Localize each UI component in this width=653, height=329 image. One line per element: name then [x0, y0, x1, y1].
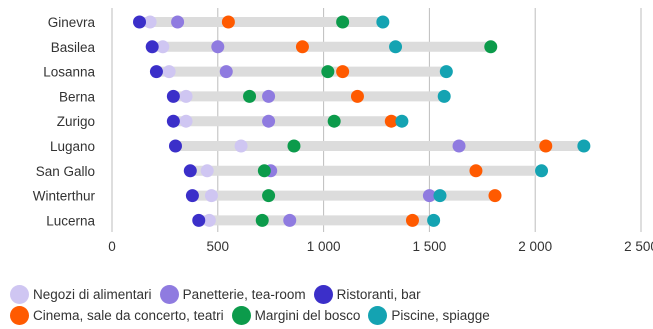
- data-point: [405, 213, 419, 227]
- legend-swatch: [313, 285, 333, 304]
- data-point: [143, 15, 157, 29]
- data-point: [283, 213, 297, 227]
- data-point: [469, 164, 483, 178]
- data-point: [185, 189, 199, 203]
- data-point: [336, 15, 350, 29]
- category-label: Zurigo: [57, 114, 95, 129]
- data-point: [539, 139, 553, 153]
- data-point: [535, 164, 549, 178]
- category-label: Lucerna: [46, 213, 95, 228]
- legend-item: Piscine, spiagge: [368, 305, 490, 326]
- data-point: [488, 189, 502, 203]
- data-point: [202, 213, 216, 227]
- data-point: [204, 189, 218, 203]
- data-point: [295, 40, 309, 54]
- data-point: [211, 40, 225, 54]
- legend: Negozi di alimentari Panetterie, tea-room…: [10, 284, 650, 326]
- data-point: [336, 65, 350, 79]
- category-label: Berna: [59, 89, 96, 104]
- data-point: [221, 15, 235, 29]
- legend-item: Ristoranti, bar: [313, 284, 421, 305]
- chart-plot-area: Ginevra Basilea Losanna Berna Zurigo Lugano Sa…: [33, 8, 653, 254]
- legend-label: Panetterie, tea-room: [182, 287, 306, 302]
- data-point: [166, 114, 180, 128]
- x-tick-label: 0: [108, 239, 116, 254]
- data-point: [262, 114, 276, 128]
- data-point: [389, 40, 403, 54]
- data-point: [376, 15, 390, 29]
- data-point: [234, 139, 248, 153]
- data-point: [452, 139, 466, 153]
- legend-item: Negozi di alimentari: [10, 284, 152, 305]
- data-point: [427, 213, 441, 227]
- data-point: [179, 89, 193, 103]
- legend-swatch: [368, 306, 388, 325]
- data-point: [422, 189, 436, 203]
- data-point: [287, 139, 301, 153]
- data-point: [262, 89, 276, 103]
- legend-item: Panetterie, tea-room: [159, 284, 306, 305]
- data-point: [179, 114, 193, 128]
- data-point: [321, 65, 335, 79]
- data-point: [350, 89, 364, 103]
- data-point: [439, 65, 453, 79]
- data-point: [145, 40, 159, 54]
- data-point: [577, 139, 591, 153]
- legend-label: Cinema, sale da concerto, teatri: [33, 308, 224, 323]
- data-point: [149, 65, 163, 79]
- data-point: [433, 189, 447, 203]
- x-tick-label: 1 000: [307, 239, 341, 254]
- data-point: [171, 15, 185, 29]
- legend-label: Negozi di alimentari: [33, 287, 152, 302]
- data-point: [257, 164, 271, 178]
- x-tick-label: 2 500: [624, 239, 653, 254]
- legend-label: Margini del bosco: [254, 308, 361, 323]
- data-point: [327, 114, 341, 128]
- category-labels: Ginevra Basilea Losanna Berna Zurigo Lugano Sa…: [33, 15, 96, 228]
- category-label: Basilea: [51, 40, 96, 55]
- range-bars: [139, 17, 584, 226]
- data-point: [395, 114, 409, 128]
- data-point: [133, 15, 147, 29]
- data-point: [156, 40, 170, 54]
- data-point: [183, 164, 197, 178]
- category-label: Losanna: [43, 65, 95, 80]
- category-label: Lugano: [50, 139, 95, 154]
- data-point: [166, 89, 180, 103]
- data-point: [484, 40, 498, 54]
- data-point: [219, 65, 233, 79]
- data-point: [384, 114, 398, 128]
- x-axis-ticks: 0 500 1 000 1 500 2 000 2 500: [108, 239, 653, 254]
- x-tick-label: 2 000: [518, 239, 552, 254]
- data-point: [437, 89, 451, 103]
- category-label: Ginevra: [48, 15, 96, 30]
- x-tick-label: 1 500: [413, 239, 447, 254]
- x-tick-label: 500: [207, 239, 230, 254]
- data-points: [133, 15, 591, 227]
- legend-item: Margini del bosco: [231, 305, 361, 326]
- legend-item: Cinema, sale da concerto, teatri: [10, 305, 224, 326]
- legend-swatch: [10, 285, 29, 304]
- data-point: [243, 89, 257, 103]
- legend-swatch: [159, 285, 179, 304]
- data-point: [192, 213, 206, 227]
- legend-label: Piscine, spiagge: [391, 308, 490, 323]
- data-point: [262, 189, 276, 203]
- data-point: [168, 139, 182, 153]
- data-point: [255, 213, 269, 227]
- legend-swatch: [10, 306, 29, 325]
- category-label: Winterthur: [33, 189, 96, 204]
- data-point: [200, 164, 214, 178]
- legend-swatch: [231, 306, 251, 325]
- category-label: San Gallo: [36, 164, 95, 179]
- legend-label: Ristoranti, bar: [336, 287, 421, 302]
- data-point: [162, 65, 176, 79]
